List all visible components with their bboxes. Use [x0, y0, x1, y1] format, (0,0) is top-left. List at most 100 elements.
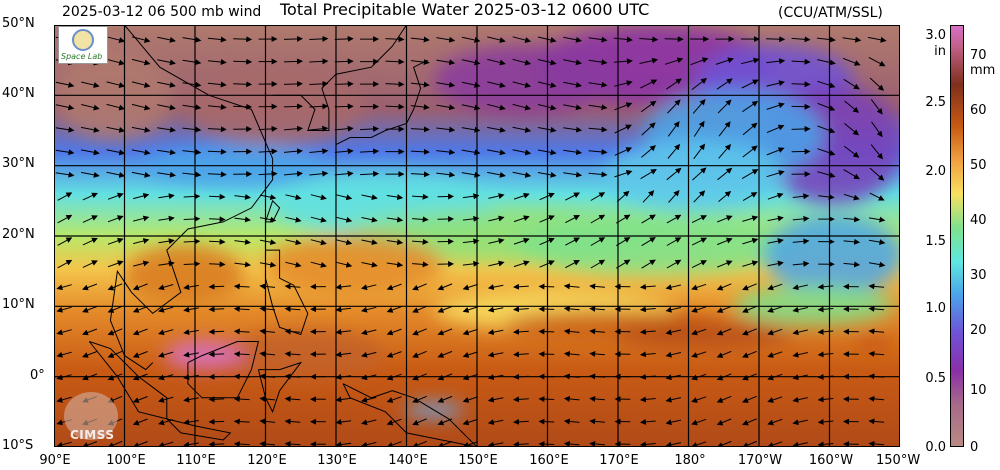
wind-arrow — [412, 395, 427, 403]
wind-arrow — [868, 328, 885, 335]
wind-arrow — [538, 328, 555, 335]
wind-arrow — [817, 59, 836, 66]
wind-arrow — [207, 36, 227, 43]
wind-arrow — [361, 194, 378, 201]
wind-arrow — [462, 215, 480, 222]
wind-arrow — [641, 122, 656, 136]
wind-arrow — [309, 125, 329, 132]
wind-arrow — [107, 350, 123, 358]
wind-arrow — [157, 36, 176, 43]
wind-arrow — [335, 328, 352, 335]
cimss-logo: CIMSS — [58, 392, 128, 444]
wind-arrow — [616, 190, 630, 203]
wind-arrow — [742, 237, 759, 245]
coastline — [265, 249, 309, 336]
wind-arrow — [233, 328, 250, 335]
wind-arrow — [283, 58, 303, 65]
wind-arrow — [133, 238, 150, 245]
wind-arrow — [56, 374, 72, 381]
wind-arrow — [616, 214, 631, 224]
cb-in-unit: in — [934, 44, 946, 59]
wind-arrow — [283, 103, 303, 110]
moisture-region — [434, 45, 614, 115]
wind-arrow — [462, 193, 480, 200]
wind-arrow — [233, 103, 253, 110]
wind-arrow — [209, 193, 226, 200]
wind-arrow — [335, 306, 352, 313]
wind-arrow — [565, 192, 580, 201]
wind-arrow — [82, 328, 98, 336]
wind-arrow — [639, 57, 659, 64]
wind-arrow — [386, 418, 402, 426]
wind-arrow — [487, 81, 506, 88]
wind-arrow — [667, 143, 681, 159]
wind-arrow — [259, 194, 277, 201]
wind-arrow — [410, 81, 430, 88]
wind-arrow — [412, 261, 429, 268]
wind-arrow — [742, 283, 757, 291]
lon-label-140e: 140°E — [388, 453, 428, 468]
wind-arrow — [183, 284, 199, 291]
wind-arrow — [487, 126, 506, 133]
wind-arrow — [461, 126, 481, 133]
wind-arrow — [283, 35, 303, 42]
wind-arrow — [361, 216, 378, 223]
wind-arrow — [589, 305, 605, 312]
wind-arrow — [462, 328, 478, 336]
wind-arrow — [716, 305, 732, 313]
wind-arrow — [462, 373, 478, 381]
wind-arrow — [843, 193, 860, 201]
wind-arrow — [183, 215, 201, 222]
wind-arrow — [767, 328, 783, 336]
wind-arrow — [590, 192, 606, 201]
wind-arrow — [334, 148, 354, 155]
wind-arrow — [767, 192, 784, 200]
wind-arrow — [792, 419, 808, 426]
wind-arrow — [868, 56, 886, 67]
wind-arrow — [539, 260, 555, 268]
wind-arrow — [691, 418, 707, 426]
wind-arrow — [563, 126, 583, 133]
wind-arrow — [183, 441, 199, 447]
wind-arrow — [309, 35, 329, 42]
wind-arrow — [742, 145, 758, 158]
wind-arrow — [513, 351, 529, 358]
wind-arrow — [462, 396, 478, 403]
wind-arrow — [843, 145, 860, 158]
wind-arrow — [461, 171, 481, 178]
wind-arrow — [207, 171, 227, 178]
wind-arrow — [590, 259, 606, 269]
wind-arrow — [133, 215, 150, 222]
wind-arrow — [386, 194, 404, 201]
wind-arrow — [310, 261, 327, 268]
wind-arrow — [640, 168, 657, 180]
wind-arrow — [640, 79, 658, 89]
wind-arrow — [767, 238, 784, 245]
wind-arrow — [335, 441, 352, 447]
lon-label-150e: 150°E — [458, 453, 498, 468]
credit-label: (CCU/ATM/SSL) — [778, 5, 883, 21]
wind-arrow — [234, 216, 251, 223]
wind-arrow — [360, 148, 380, 155]
wind-arrow — [386, 351, 402, 358]
wind-arrow — [716, 373, 732, 381]
wind-arrow — [487, 36, 506, 43]
wind-arrow — [182, 81, 202, 88]
seal-icon — [72, 29, 94, 51]
wind-arrow — [82, 215, 98, 223]
wind-arrow — [716, 350, 732, 358]
wind-arrow — [693, 120, 705, 137]
cb-mm-70: 70 — [970, 48, 987, 63]
wind-arrow — [283, 148, 303, 155]
wind-arrow — [792, 329, 808, 336]
cb-mm-50: 50 — [970, 158, 987, 173]
wind-arrow — [259, 239, 277, 246]
lat-label-0: 0° — [30, 368, 45, 383]
wind-arrow — [513, 283, 529, 290]
wind-arrow — [284, 283, 301, 290]
wind-arrow — [791, 81, 811, 88]
tpw-map — [54, 25, 900, 447]
wind-arrow — [693, 143, 706, 160]
wind-arrow — [537, 171, 557, 178]
wind-arrow — [436, 59, 456, 66]
